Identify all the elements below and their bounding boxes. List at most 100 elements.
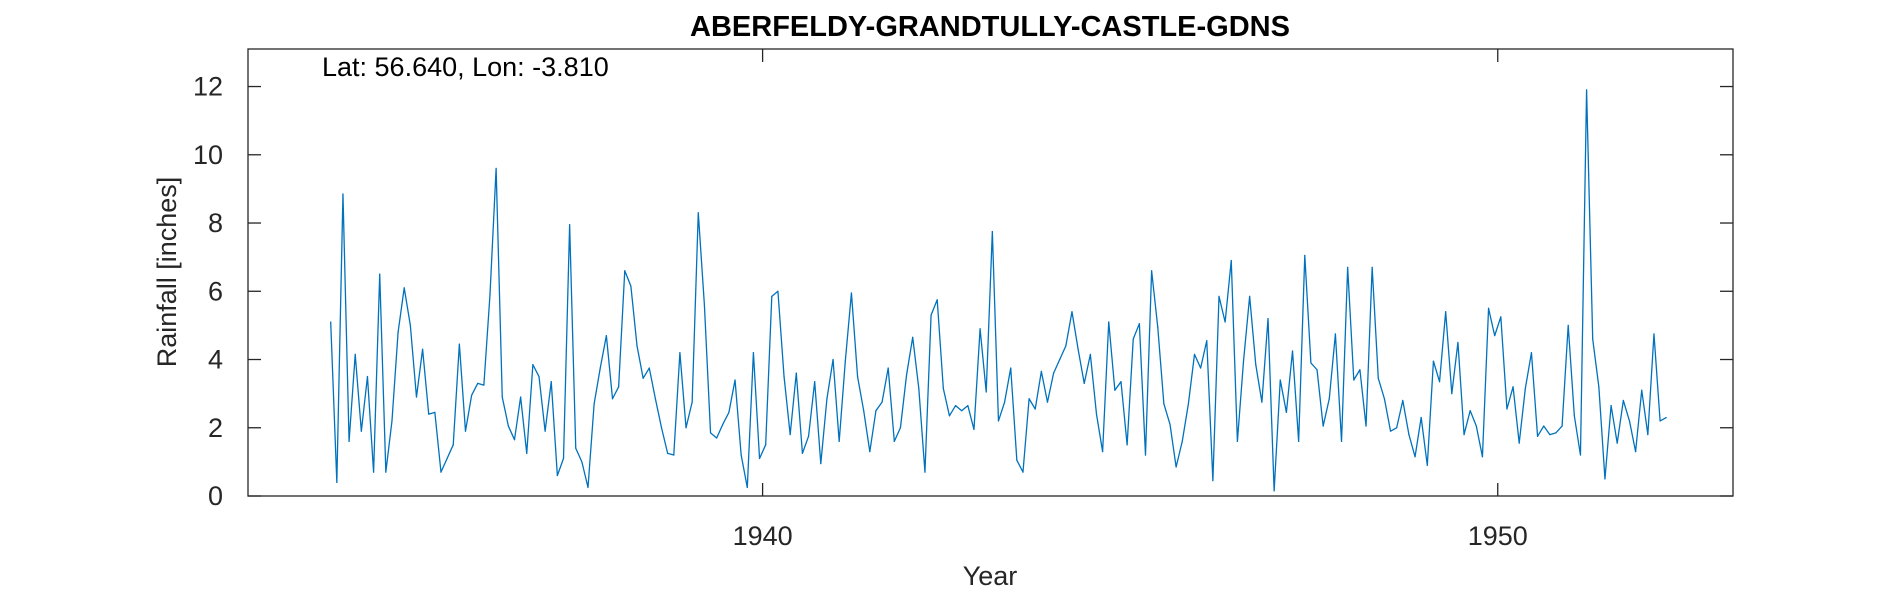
y-tick-label: 8 bbox=[208, 208, 223, 238]
data-point bbox=[544, 430, 546, 432]
data-point bbox=[636, 345, 638, 347]
plot-frame bbox=[247, 48, 1734, 497]
data-point bbox=[1500, 316, 1502, 318]
data-point bbox=[1053, 372, 1055, 374]
data-point bbox=[1273, 490, 1275, 492]
data-point bbox=[924, 471, 926, 473]
data-point bbox=[1481, 456, 1484, 458]
data-point bbox=[1377, 377, 1379, 379]
data-point bbox=[330, 321, 332, 323]
data-point bbox=[611, 398, 614, 400]
data-point bbox=[1414, 456, 1416, 458]
data-point bbox=[550, 381, 552, 383]
data-point bbox=[716, 437, 718, 439]
data-point bbox=[360, 430, 362, 432]
data-point bbox=[887, 367, 889, 369]
data-point bbox=[1102, 451, 1104, 453]
data-point bbox=[422, 348, 424, 350]
data-point bbox=[820, 462, 822, 465]
data-point bbox=[979, 328, 981, 330]
data-point bbox=[1108, 321, 1110, 323]
data-point bbox=[954, 404, 957, 407]
data-point bbox=[458, 343, 460, 345]
data-point bbox=[1040, 370, 1042, 373]
data-point bbox=[722, 423, 724, 425]
data-point bbox=[618, 386, 620, 388]
data-point bbox=[348, 440, 350, 442]
data-point bbox=[1426, 464, 1428, 466]
data-point bbox=[869, 451, 871, 453]
data-point bbox=[752, 352, 755, 354]
data-point bbox=[789, 433, 791, 436]
data-point bbox=[379, 273, 381, 275]
data-point bbox=[1310, 362, 1312, 364]
data-point bbox=[1120, 381, 1122, 383]
data-point bbox=[1598, 386, 1600, 388]
data-point bbox=[1396, 427, 1398, 429]
data-point bbox=[1083, 382, 1085, 384]
data-point bbox=[1224, 321, 1226, 323]
data-point bbox=[1138, 323, 1140, 325]
data-point bbox=[1193, 353, 1196, 355]
data-point bbox=[1457, 341, 1459, 344]
rainfall-series-points bbox=[330, 89, 1667, 492]
y-tick-label: 12 bbox=[193, 72, 223, 102]
data-point bbox=[1022, 471, 1024, 473]
x-axis: 1940 1950 bbox=[733, 49, 1528, 551]
data-point bbox=[1071, 311, 1073, 313]
data-point bbox=[1328, 398, 1330, 400]
data-point bbox=[936, 299, 938, 301]
data-point bbox=[667, 452, 669, 454]
data-point bbox=[1132, 338, 1134, 340]
data-point bbox=[1567, 324, 1569, 326]
data-point bbox=[1561, 425, 1563, 427]
data-point bbox=[630, 285, 632, 287]
data-point bbox=[342, 193, 344, 195]
data-point bbox=[526, 452, 528, 454]
data-point bbox=[1114, 389, 1116, 391]
data-point bbox=[1175, 466, 1177, 468]
data-point bbox=[1267, 317, 1269, 320]
data-point bbox=[1530, 352, 1533, 354]
data-point bbox=[1524, 387, 1526, 390]
data-point bbox=[838, 440, 840, 442]
data-point bbox=[1487, 307, 1490, 309]
data-point bbox=[875, 410, 877, 412]
data-point bbox=[930, 314, 932, 316]
data-point bbox=[605, 335, 607, 337]
data-point bbox=[624, 270, 626, 272]
data-point bbox=[1383, 398, 1386, 400]
data-point bbox=[446, 457, 448, 460]
data-point bbox=[1304, 254, 1306, 257]
data-point bbox=[948, 415, 951, 417]
data-point bbox=[1126, 444, 1128, 446]
data-point bbox=[765, 444, 767, 446]
data-point bbox=[1028, 398, 1030, 400]
data-point bbox=[1371, 266, 1373, 268]
data-point bbox=[385, 471, 387, 473]
data-point bbox=[1604, 478, 1606, 480]
data-point bbox=[397, 331, 399, 333]
data-point bbox=[1144, 454, 1147, 456]
data-point bbox=[464, 430, 467, 432]
data-point bbox=[1402, 399, 1404, 402]
data-point bbox=[1579, 454, 1582, 456]
data-point bbox=[709, 432, 712, 434]
data-point bbox=[967, 404, 969, 407]
data-point bbox=[1236, 440, 1238, 442]
data-point bbox=[1285, 411, 1287, 413]
data-point bbox=[1445, 311, 1447, 313]
data-point bbox=[513, 439, 516, 441]
data-point bbox=[783, 375, 785, 378]
data-point bbox=[801, 452, 804, 454]
data-point bbox=[728, 411, 730, 413]
data-point bbox=[1389, 430, 1392, 432]
data-point bbox=[1016, 459, 1018, 461]
data-point bbox=[942, 387, 944, 390]
data-point bbox=[740, 454, 742, 456]
data-point bbox=[654, 398, 656, 400]
data-point bbox=[899, 427, 902, 429]
data-point bbox=[1206, 340, 1208, 342]
y-tick-label: 6 bbox=[208, 276, 223, 306]
